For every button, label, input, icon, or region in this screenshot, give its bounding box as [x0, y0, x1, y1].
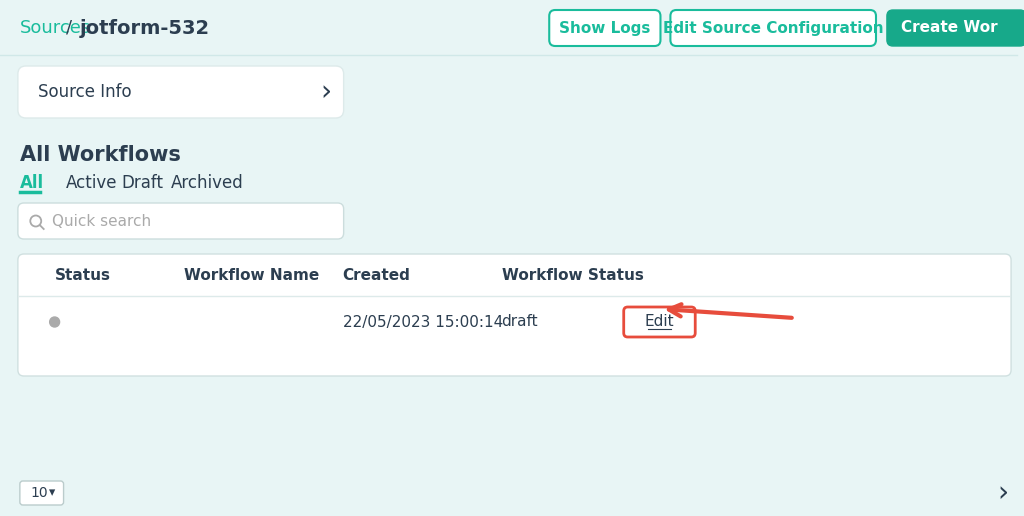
Text: Workflow Name: Workflow Name	[183, 267, 319, 282]
Text: Source Info: Source Info	[38, 83, 131, 101]
FancyBboxPatch shape	[17, 203, 344, 239]
FancyBboxPatch shape	[19, 481, 63, 505]
FancyBboxPatch shape	[671, 10, 876, 46]
Text: ▾: ▾	[48, 487, 54, 499]
Text: Edit: Edit	[645, 314, 674, 330]
Text: All Workflows: All Workflows	[19, 145, 181, 165]
FancyBboxPatch shape	[624, 307, 695, 337]
Text: jotform-532: jotform-532	[80, 19, 210, 38]
Text: Workflow Status: Workflow Status	[502, 267, 643, 282]
Text: Show Logs: Show Logs	[559, 21, 650, 36]
Text: 22/05/2023 15:00:14: 22/05/2023 15:00:14	[343, 314, 503, 330]
Text: Create Wor: Create Wor	[901, 21, 997, 36]
Text: Quick search: Quick search	[51, 214, 151, 229]
Text: Draft: Draft	[121, 174, 163, 192]
FancyBboxPatch shape	[17, 254, 1011, 376]
FancyBboxPatch shape	[887, 10, 1024, 46]
Text: ›: ›	[321, 78, 332, 106]
Text: Sources: Sources	[19, 19, 91, 37]
Text: Active: Active	[66, 174, 117, 192]
Circle shape	[49, 317, 59, 327]
FancyBboxPatch shape	[549, 10, 660, 46]
Text: Status: Status	[54, 267, 111, 282]
Text: ›: ›	[997, 479, 1009, 507]
Text: Created: Created	[343, 267, 411, 282]
FancyBboxPatch shape	[17, 66, 344, 118]
Text: Edit Source Configuration: Edit Source Configuration	[663, 21, 884, 36]
Text: All: All	[19, 174, 44, 192]
Text: 10: 10	[31, 486, 48, 500]
Text: Archived: Archived	[171, 174, 244, 192]
Text: /: /	[66, 19, 72, 37]
Text: draft: draft	[502, 314, 539, 330]
